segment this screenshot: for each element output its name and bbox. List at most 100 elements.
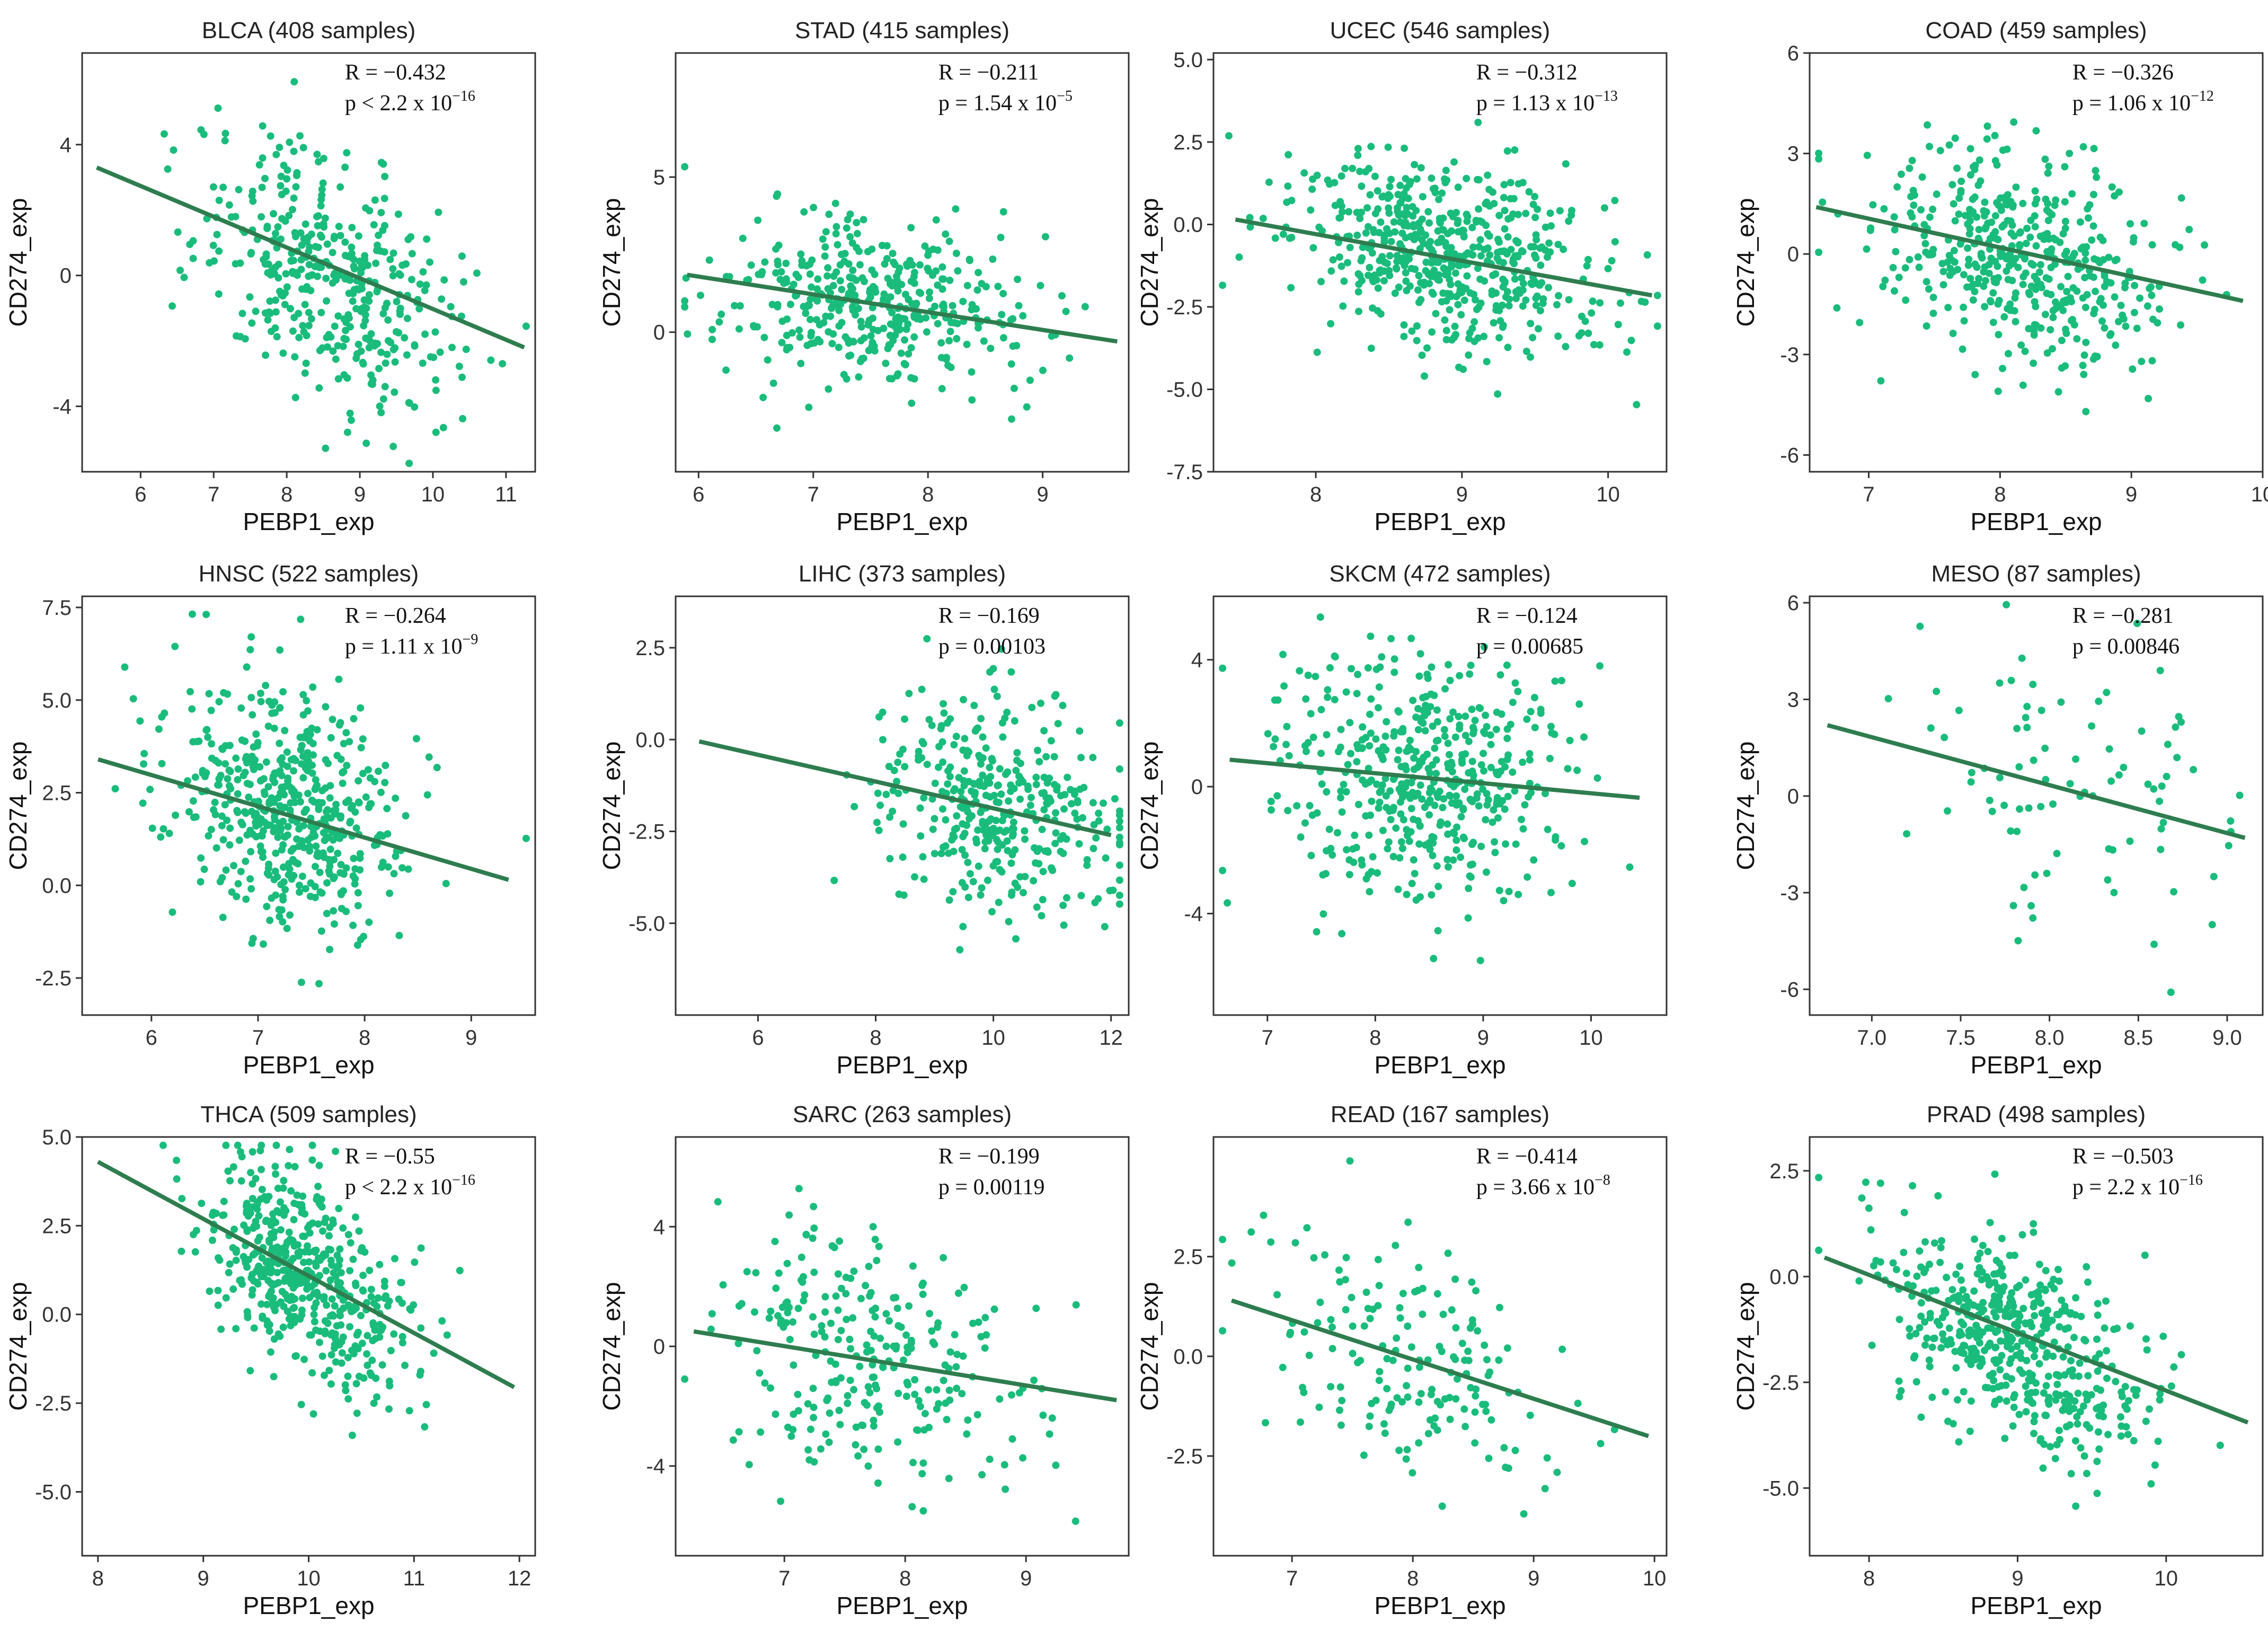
data-point	[1941, 1307, 1948, 1315]
data-point	[772, 1284, 780, 1292]
data-point	[1917, 1299, 1925, 1307]
data-point	[1366, 710, 1374, 718]
data-point	[263, 1317, 271, 1325]
data-point	[299, 822, 307, 830]
data-point	[1959, 345, 1966, 353]
data-point	[2023, 224, 2031, 232]
data-point	[173, 1157, 180, 1165]
data-point	[328, 1295, 336, 1303]
data-point	[1071, 1517, 1079, 1525]
data-point	[2023, 724, 2031, 731]
data-point	[1448, 1306, 1456, 1314]
data-point	[944, 849, 952, 857]
data-point	[329, 249, 336, 257]
data-point	[1444, 230, 1452, 237]
data-point	[1405, 743, 1413, 751]
data-point	[1500, 1444, 1508, 1452]
x-tick-label: 9	[1456, 483, 1468, 506]
data-point	[1075, 840, 1083, 848]
data-point	[278, 1288, 286, 1295]
data-point	[708, 325, 716, 333]
data-point	[354, 902, 362, 910]
data-point	[1314, 1319, 1322, 1327]
data-point	[314, 222, 322, 230]
data-point	[823, 1397, 831, 1404]
data-point	[1486, 251, 1494, 259]
data-point	[255, 161, 263, 169]
data-point	[352, 1282, 360, 1290]
data-point	[959, 746, 967, 754]
data-point	[761, 1379, 769, 1387]
data-point	[1597, 1440, 1605, 1448]
data-point	[2032, 1388, 2040, 1396]
data-point	[1003, 708, 1011, 716]
data-point	[1460, 1405, 1468, 1413]
data-point	[2156, 1396, 2164, 1404]
data-point	[291, 1163, 299, 1170]
data-point	[2201, 241, 2209, 249]
data-point	[1115, 824, 1123, 832]
data-point	[1519, 286, 1527, 294]
data-point	[306, 1221, 314, 1229]
data-point	[2004, 191, 2012, 199]
data-point	[851, 292, 859, 299]
data-point	[855, 373, 863, 381]
data-point	[272, 1170, 280, 1178]
data-point	[270, 1335, 278, 1343]
data-point	[2010, 1394, 2017, 1401]
data-point	[2041, 311, 2049, 319]
data-point	[974, 269, 982, 277]
data-point	[2045, 208, 2053, 216]
data-point	[1401, 144, 1408, 152]
data-point	[1397, 810, 1405, 818]
data-point	[2127, 220, 2134, 228]
data-point	[2018, 1231, 2026, 1239]
data-point	[919, 1507, 927, 1515]
data-point	[940, 275, 947, 283]
data-point	[382, 1292, 389, 1300]
data-point	[715, 318, 723, 326]
data-point	[263, 223, 271, 231]
data-point	[215, 290, 223, 298]
data-point	[346, 1323, 353, 1330]
data-point	[314, 243, 322, 251]
data-point	[1415, 219, 1423, 227]
data-point	[338, 905, 345, 913]
data-point	[946, 328, 954, 336]
data-point	[1955, 1438, 1963, 1446]
data-point	[1487, 740, 1495, 748]
data-point	[1400, 321, 1408, 329]
data-point	[729, 1436, 737, 1444]
data-point	[2015, 1410, 2023, 1418]
data-point	[1383, 1355, 1391, 1363]
data-point	[1442, 166, 1450, 174]
data-point	[2103, 689, 2111, 697]
x-axis-label: PEBP1_exp	[1374, 508, 1505, 535]
data-point	[405, 460, 413, 468]
data-point	[1446, 751, 1453, 759]
data-point	[1518, 247, 1526, 255]
data-point	[1991, 1170, 1999, 1178]
p-value: p = 0.00846	[2072, 634, 2180, 659]
data-point	[798, 1254, 805, 1261]
data-point	[834, 1306, 842, 1314]
data-point	[1052, 829, 1060, 837]
data-point	[1504, 343, 1512, 351]
data-point	[271, 816, 279, 823]
data-point	[734, 1339, 742, 1347]
data-point	[986, 779, 994, 787]
data-point	[1413, 763, 1421, 771]
x-axis-label: PEBP1_exp	[1374, 1051, 1505, 1079]
data-point	[246, 875, 254, 883]
data-point	[280, 791, 288, 799]
data-point	[1337, 172, 1345, 180]
p-value-exponent: −16	[452, 88, 475, 104]
data-point	[320, 853, 328, 861]
data-point	[378, 1361, 386, 1369]
data-point	[1362, 1289, 1370, 1296]
data-point	[258, 1254, 266, 1262]
data-point	[1369, 226, 1377, 234]
data-point	[950, 741, 958, 748]
data-point	[289, 1237, 297, 1245]
data-point	[1477, 299, 1485, 307]
